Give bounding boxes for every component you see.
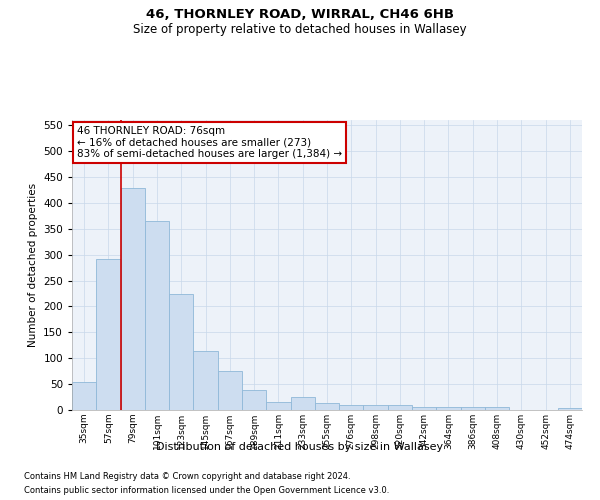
Text: Contains public sector information licensed under the Open Government Licence v3: Contains public sector information licen…	[24, 486, 389, 495]
Bar	[96, 260, 121, 410]
Bar	[193, 352, 218, 410]
Text: Size of property relative to detached houses in Wallasey: Size of property relative to detached ho…	[133, 22, 467, 36]
Bar	[72, 382, 96, 410]
Text: Distribution of detached houses by size in Wallasey: Distribution of detached houses by size …	[157, 442, 443, 452]
Bar	[485, 408, 509, 410]
Bar	[145, 221, 169, 410]
Bar	[290, 396, 315, 410]
Bar	[169, 294, 193, 410]
Y-axis label: Number of detached properties: Number of detached properties	[28, 183, 38, 347]
Bar	[388, 405, 412, 410]
Bar	[436, 408, 461, 410]
Bar	[364, 406, 388, 410]
Bar	[339, 405, 364, 410]
Bar	[412, 407, 436, 410]
Bar	[315, 403, 339, 410]
Bar	[121, 188, 145, 410]
Bar	[461, 408, 485, 410]
Text: Contains HM Land Registry data © Crown copyright and database right 2024.: Contains HM Land Registry data © Crown c…	[24, 472, 350, 481]
Bar	[242, 390, 266, 410]
Bar	[218, 370, 242, 410]
Bar	[558, 408, 582, 410]
Text: 46 THORNLEY ROAD: 76sqm
← 16% of detached houses are smaller (273)
83% of semi-d: 46 THORNLEY ROAD: 76sqm ← 16% of detache…	[77, 126, 342, 159]
Text: 46, THORNLEY ROAD, WIRRAL, CH46 6HB: 46, THORNLEY ROAD, WIRRAL, CH46 6HB	[146, 8, 454, 20]
Bar	[266, 402, 290, 410]
